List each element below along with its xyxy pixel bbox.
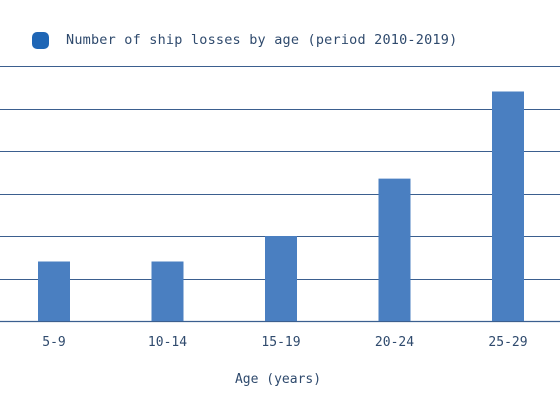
bar-5-9 [38,261,70,321]
gridlines [0,66,560,323]
bar-20-24 [378,178,411,321]
x-tick-label: 5-9 [42,335,65,350]
bar-10-14 [151,261,184,321]
bar-25-29 [492,91,524,321]
x-tick-label: 25-29 [488,335,527,350]
bars [38,91,524,321]
legend: Number of ship losses by age (period 201… [32,30,457,50]
x-axis-title: Age (years) [235,372,321,387]
x-tick-label: 15-19 [261,335,300,350]
bar-15-19 [265,236,297,321]
x-tick-labels: 5-9 10-14 15-19 20-24 25-29 [42,335,527,350]
legend-label: Number of ship losses by age (period 201… [66,32,458,48]
x-tick-label: 20-24 [375,335,414,350]
x-tick-label: 10-14 [148,335,187,350]
legend-swatch [32,31,49,49]
